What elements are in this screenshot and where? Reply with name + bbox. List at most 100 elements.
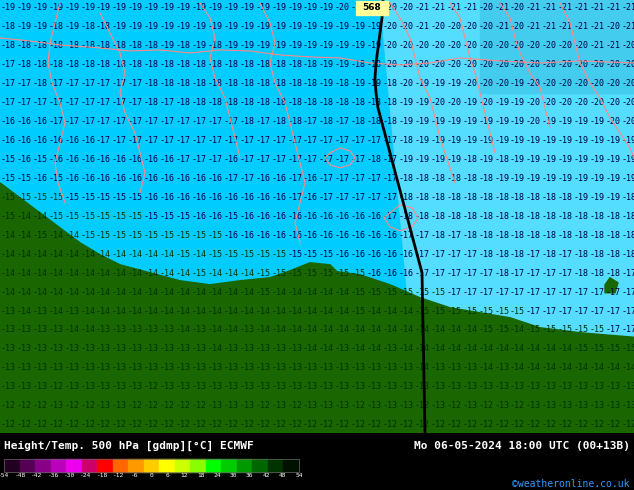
Text: -17: -17 xyxy=(144,136,158,145)
Text: -14: -14 xyxy=(558,364,573,372)
Text: -13: -13 xyxy=(160,364,175,372)
Text: -18: -18 xyxy=(80,23,95,31)
Text: -20: -20 xyxy=(574,41,589,50)
Text: -14: -14 xyxy=(319,344,334,353)
Text: -12: -12 xyxy=(48,420,63,429)
Text: -13: -13 xyxy=(319,364,334,372)
Text: -13: -13 xyxy=(494,401,509,410)
Text: -15: -15 xyxy=(80,193,95,202)
Text: -14: -14 xyxy=(415,344,429,353)
Text: -18: -18 xyxy=(526,193,541,202)
Text: -17: -17 xyxy=(223,174,238,183)
Text: -16: -16 xyxy=(48,136,63,145)
Text: -13: -13 xyxy=(415,382,429,392)
Text: -17: -17 xyxy=(64,98,79,107)
Text: -19: -19 xyxy=(574,136,589,145)
Text: -20: -20 xyxy=(510,3,525,12)
Text: -18: -18 xyxy=(271,98,286,107)
Text: -15: -15 xyxy=(494,325,509,335)
Text: -15: -15 xyxy=(605,344,621,353)
Text: -18: -18 xyxy=(176,79,191,88)
Text: -15: -15 xyxy=(256,269,270,278)
Text: -19: -19 xyxy=(621,155,634,164)
Text: -19: -19 xyxy=(335,60,350,69)
Text: -14: -14 xyxy=(128,250,143,259)
Text: -17: -17 xyxy=(462,288,477,296)
Text: -18: -18 xyxy=(112,60,127,69)
Text: -16: -16 xyxy=(383,250,398,259)
Text: -18: -18 xyxy=(446,212,462,221)
Text: -17: -17 xyxy=(494,288,509,296)
Text: -18: -18 xyxy=(144,60,158,69)
Text: -16: -16 xyxy=(366,212,382,221)
Text: -13: -13 xyxy=(335,401,350,410)
Text: -18: -18 xyxy=(621,250,634,259)
Text: -13: -13 xyxy=(605,401,621,410)
Text: -15: -15 xyxy=(64,193,79,202)
Text: -14: -14 xyxy=(160,307,175,316)
Text: -14: -14 xyxy=(16,231,32,240)
Text: -14: -14 xyxy=(32,269,48,278)
Text: -18: -18 xyxy=(287,98,302,107)
Text: -16: -16 xyxy=(207,174,223,183)
Text: -20: -20 xyxy=(558,98,573,107)
Text: -17: -17 xyxy=(383,212,398,221)
Text: -18: -18 xyxy=(478,250,493,259)
Text: -14: -14 xyxy=(207,344,223,353)
Text: -18: -18 xyxy=(176,98,191,107)
Text: -15: -15 xyxy=(590,325,605,335)
Bar xyxy=(283,459,299,472)
Text: -20: -20 xyxy=(430,41,446,50)
Text: -12: -12 xyxy=(48,382,63,392)
Text: -17: -17 xyxy=(558,250,573,259)
Text: -13: -13 xyxy=(430,364,446,372)
Text: -17: -17 xyxy=(383,155,398,164)
Text: -19: -19 xyxy=(415,136,429,145)
Text: -16: -16 xyxy=(240,231,254,240)
Text: -14: -14 xyxy=(1,269,15,278)
Text: -19: -19 xyxy=(191,23,207,31)
Text: -13: -13 xyxy=(48,325,63,335)
Text: -18: -18 xyxy=(462,231,477,240)
Text: -12: -12 xyxy=(383,420,398,429)
Text: -13: -13 xyxy=(399,382,413,392)
Text: -12: -12 xyxy=(144,401,158,410)
Text: -12: -12 xyxy=(16,401,32,410)
Text: -18: -18 xyxy=(542,193,557,202)
Text: -15: -15 xyxy=(574,344,589,353)
Text: -17: -17 xyxy=(80,79,95,88)
Text: -19: -19 xyxy=(319,23,334,31)
Text: -18: -18 xyxy=(542,231,557,240)
Text: -18: -18 xyxy=(287,60,302,69)
Text: -17: -17 xyxy=(351,136,366,145)
Text: -20: -20 xyxy=(430,23,446,31)
Text: 24: 24 xyxy=(213,473,221,478)
Text: -13: -13 xyxy=(462,364,477,372)
Text: -14: -14 xyxy=(32,212,48,221)
Text: -18: -18 xyxy=(558,193,573,202)
Text: -20: -20 xyxy=(590,79,605,88)
Text: -13: -13 xyxy=(287,382,302,392)
Text: -17: -17 xyxy=(383,136,398,145)
Text: -20: -20 xyxy=(446,23,462,31)
Text: -21: -21 xyxy=(558,3,573,12)
Text: -18: -18 xyxy=(271,79,286,88)
Text: -13: -13 xyxy=(128,344,143,353)
Text: -13: -13 xyxy=(32,382,48,392)
Text: -15: -15 xyxy=(112,193,127,202)
Text: -12: -12 xyxy=(32,420,48,429)
Text: -19: -19 xyxy=(478,117,493,126)
Text: -14: -14 xyxy=(80,307,95,316)
Text: -13: -13 xyxy=(383,382,398,392)
Text: -17: -17 xyxy=(48,98,63,107)
Bar xyxy=(190,459,206,472)
Text: -13: -13 xyxy=(96,401,111,410)
Text: -14: -14 xyxy=(1,250,15,259)
Text: -14: -14 xyxy=(256,307,270,316)
Text: -17: -17 xyxy=(415,269,429,278)
Text: -15: -15 xyxy=(32,193,48,202)
Text: -19: -19 xyxy=(1,3,15,12)
Text: -17: -17 xyxy=(256,155,270,164)
Text: -15: -15 xyxy=(32,231,48,240)
Text: 30: 30 xyxy=(230,473,237,478)
